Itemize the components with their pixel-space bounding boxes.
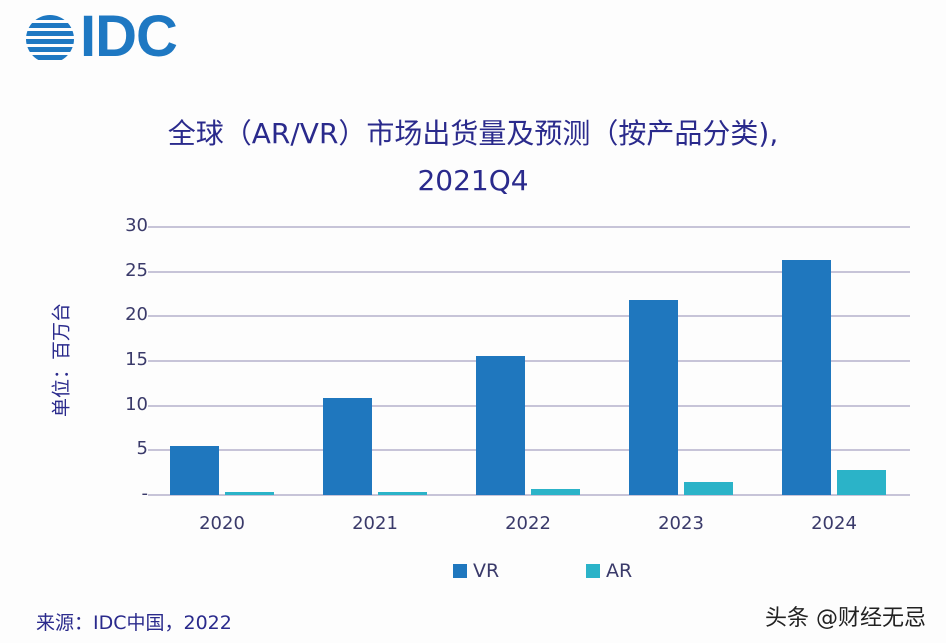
gridline — [148, 449, 910, 452]
bar-vr-2021 — [323, 397, 372, 495]
source-note: 来源：IDC中国，2022 — [36, 612, 232, 634]
y-axis-label: 单位：百万台 — [50, 303, 73, 418]
chart-title: 全球（AR/VR）市场出货量及预测（按产品分类), — [167, 117, 779, 150]
y-tick-label: 5 — [136, 438, 148, 460]
y-tick-label: 30 — [125, 215, 148, 236]
x-tick-label: 2020 — [199, 513, 245, 534]
gridline — [148, 270, 910, 273]
y-tick-label: - — [141, 483, 149, 504]
chart-subtitle: 2021Q4 — [417, 164, 529, 197]
watermark: 头条 @财经无忌 — [765, 606, 926, 631]
bar-vr-2023 — [629, 300, 678, 495]
bar-ar-2023 — [684, 481, 733, 495]
x-tick-label: 2022 — [505, 513, 551, 534]
bar-ar-2021 — [378, 492, 427, 495]
gridline — [148, 404, 910, 407]
y-tick-label: 25 — [125, 259, 148, 281]
legend-label-ar: AR — [606, 560, 633, 582]
x-tick-label: 2024 — [811, 513, 857, 534]
gridline — [148, 315, 910, 318]
bar-vr-2020 — [170, 445, 219, 495]
legend-item-vr: VR — [453, 560, 499, 582]
y-tick-label: 15 — [125, 349, 148, 370]
bar-vr-2024 — [782, 260, 831, 495]
bar-ar-2020 — [225, 492, 274, 495]
bar-ar-2024 — [837, 469, 886, 495]
bar-ar-2022 — [531, 488, 580, 495]
y-tick-label: 10 — [125, 393, 148, 415]
gridline — [148, 226, 910, 228]
globe-icon — [26, 15, 74, 60]
vr-swatch — [453, 564, 467, 578]
x-tick-label: 2021 — [352, 513, 398, 534]
ar-swatch — [586, 564, 600, 578]
idc-logo: IDC — [22, 6, 202, 68]
x-tick-label: 2023 — [658, 513, 704, 534]
y-tick-label: 20 — [125, 304, 148, 326]
gridline — [148, 494, 910, 496]
legend-item-ar: AR — [586, 560, 632, 582]
gridline — [148, 360, 910, 362]
legend-label-vr: VR — [473, 560, 500, 582]
logo-text: IDC — [80, 4, 178, 69]
bar-vr-2022 — [476, 355, 525, 495]
